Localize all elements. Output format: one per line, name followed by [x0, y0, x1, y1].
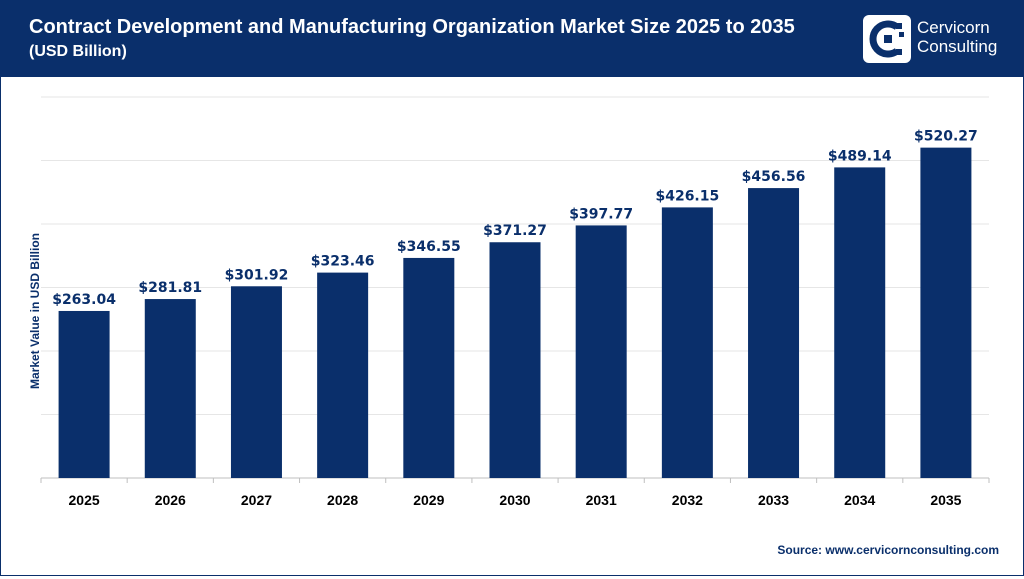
bar-2032 — [661, 207, 713, 478]
x-tick-label-2031: 2031 — [586, 492, 617, 508]
bar-2028 — [317, 272, 369, 478]
data-label-2026: $281.81 — [138, 280, 202, 296]
bar-2027 — [230, 286, 282, 478]
x-tick-label-2029: 2029 — [413, 492, 444, 508]
bar-2029 — [403, 257, 455, 478]
x-tick-label-2027: 2027 — [241, 492, 272, 508]
data-label-2033: $456.56 — [742, 169, 806, 185]
x-tick-label-2035: 2035 — [930, 492, 961, 508]
source-url[interactable]: www.cervicornconsulting.com — [825, 543, 999, 557]
x-tick-label-2030: 2030 — [499, 492, 530, 508]
x-tick-label-2025: 2025 — [69, 492, 100, 508]
x-tick-label-2026: 2026 — [155, 492, 186, 508]
source-note: Source: www.cervicornconsulting.com — [777, 543, 999, 557]
data-label-2027: $301.92 — [225, 267, 289, 283]
chart-subtitle: (USD Billion) — [29, 43, 127, 60]
x-tick-label-2032: 2032 — [672, 492, 703, 508]
bar-2033 — [748, 188, 800, 478]
x-tick-label-2033: 2033 — [758, 492, 789, 508]
chart-title: Contract Development and Manufacturing O… — [29, 16, 795, 38]
data-label-2035: $520.27 — [914, 129, 978, 145]
brand-line-2: Consulting — [917, 37, 998, 56]
bar-2030 — [489, 242, 541, 478]
bar-2034 — [834, 167, 886, 478]
brand-line-1: Cervicorn — [917, 18, 990, 37]
data-label-2028: $323.46 — [311, 254, 375, 270]
data-label-2032: $426.15 — [655, 188, 719, 204]
cervicorn-logo-icon — [863, 15, 911, 63]
bar-2026 — [144, 299, 196, 478]
data-label-2029: $346.55 — [397, 239, 461, 255]
header-banner: Contract Development and Manufacturing O… — [1, 1, 1023, 77]
x-tick-label-2028: 2028 — [327, 492, 358, 508]
source-label: Source: — [777, 543, 823, 557]
data-label-2031: $397.77 — [569, 206, 633, 222]
y-axis-label: Market Value in USD Billion — [28, 232, 42, 390]
brand-name: Cervicorn Consulting — [917, 18, 997, 56]
data-label-2030: $371.27 — [483, 223, 547, 239]
bar-2031 — [575, 225, 627, 478]
bar-2025 — [58, 310, 110, 478]
x-tick-label-2034: 2034 — [844, 492, 875, 508]
data-label-2034: $489.14 — [828, 148, 892, 164]
bar-2035 — [920, 147, 972, 479]
data-label-2025: $263.04 — [52, 292, 116, 308]
chart-area — [1, 77, 1023, 579]
